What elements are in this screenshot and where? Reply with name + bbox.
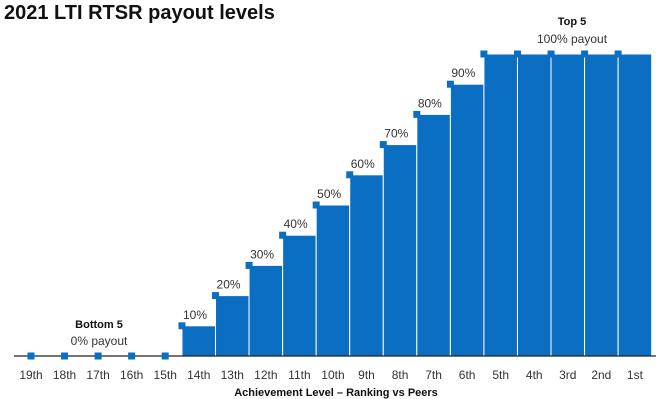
bar-12th xyxy=(248,264,284,357)
bottom-5-label: Bottom 5 xyxy=(75,319,123,331)
bar-14th xyxy=(181,325,217,357)
tick-label-11th: 11th xyxy=(288,368,310,382)
marker-3rd xyxy=(547,50,555,58)
marker-1st xyxy=(614,50,622,58)
tick-label-14th: 14th xyxy=(187,368,210,382)
tick-label-17th: 17th xyxy=(86,368,109,382)
marker-16th xyxy=(128,352,136,360)
bar-6th xyxy=(449,83,485,357)
tick-label-5th: 5th xyxy=(492,368,509,382)
bar-4th xyxy=(516,53,552,357)
bar-5th xyxy=(483,53,518,357)
tick-label-13th: 13th xyxy=(221,368,244,382)
tick-label-16th: 16th xyxy=(120,368,143,382)
marker-5th xyxy=(480,50,488,58)
x-axis-label: Achievement Level – Ranking vs Peers xyxy=(234,387,438,399)
data-label-10th: 50% xyxy=(317,187,341,201)
marker-6th xyxy=(446,80,454,88)
bar-13th xyxy=(215,295,250,357)
tick-label-9th: 9th xyxy=(358,368,375,382)
marker-19th xyxy=(27,352,35,360)
bar-2nd xyxy=(584,53,619,357)
data-label-14th: 10% xyxy=(183,308,207,322)
tick-label-4th: 4th xyxy=(526,368,543,382)
marker-18th xyxy=(61,352,69,360)
marker-17th xyxy=(94,352,102,360)
data-label-13th: 20% xyxy=(217,278,241,292)
tick-label-10th: 10th xyxy=(321,368,344,382)
marker-15th xyxy=(161,352,169,360)
marker-2nd xyxy=(581,50,589,58)
data-label-11th: 40% xyxy=(284,217,308,231)
bar-7th xyxy=(416,113,451,357)
data-label-7th: 80% xyxy=(418,96,442,110)
bar-9th xyxy=(349,174,384,357)
marker-10th xyxy=(312,201,320,209)
marker-11th xyxy=(279,231,287,239)
tick-label-1st: 1st xyxy=(627,368,644,382)
tick-label-8th: 8th xyxy=(392,368,409,382)
marker-14th xyxy=(178,322,186,330)
top-5-payout: 100% payout xyxy=(537,32,608,46)
marker-7th xyxy=(413,110,421,118)
chart-title: 2021 LTI RTSR payout levels xyxy=(4,2,275,24)
tick-label-12th: 12th xyxy=(254,368,277,382)
tick-label-2nd: 2nd xyxy=(591,368,611,382)
data-label-9th: 60% xyxy=(351,157,375,171)
data-label-12th: 30% xyxy=(250,247,274,261)
tick-label-19th: 19th xyxy=(19,368,42,382)
bar-10th xyxy=(315,204,351,357)
tick-label-3rd: 3rd xyxy=(559,368,576,382)
bar-8th xyxy=(382,144,418,357)
tick-label-6th: 6th xyxy=(459,368,476,382)
bottom-5-payout: 0% payout xyxy=(71,334,128,348)
marker-9th xyxy=(346,171,354,179)
tick-label-18th: 18th xyxy=(53,368,76,382)
bar-3rd xyxy=(550,53,586,357)
data-label-6th: 90% xyxy=(451,66,475,80)
tick-label-15th: 15th xyxy=(154,368,177,382)
bar-1st xyxy=(617,53,653,357)
bar-11th xyxy=(282,234,317,357)
marker-4th xyxy=(513,50,521,58)
marker-8th xyxy=(379,141,387,149)
top-5-label: Top 5 xyxy=(558,16,587,28)
marker-12th xyxy=(245,261,253,269)
marker-13th xyxy=(212,292,220,300)
tick-label-7th: 7th xyxy=(425,368,442,382)
data-label-8th: 70% xyxy=(384,127,408,141)
